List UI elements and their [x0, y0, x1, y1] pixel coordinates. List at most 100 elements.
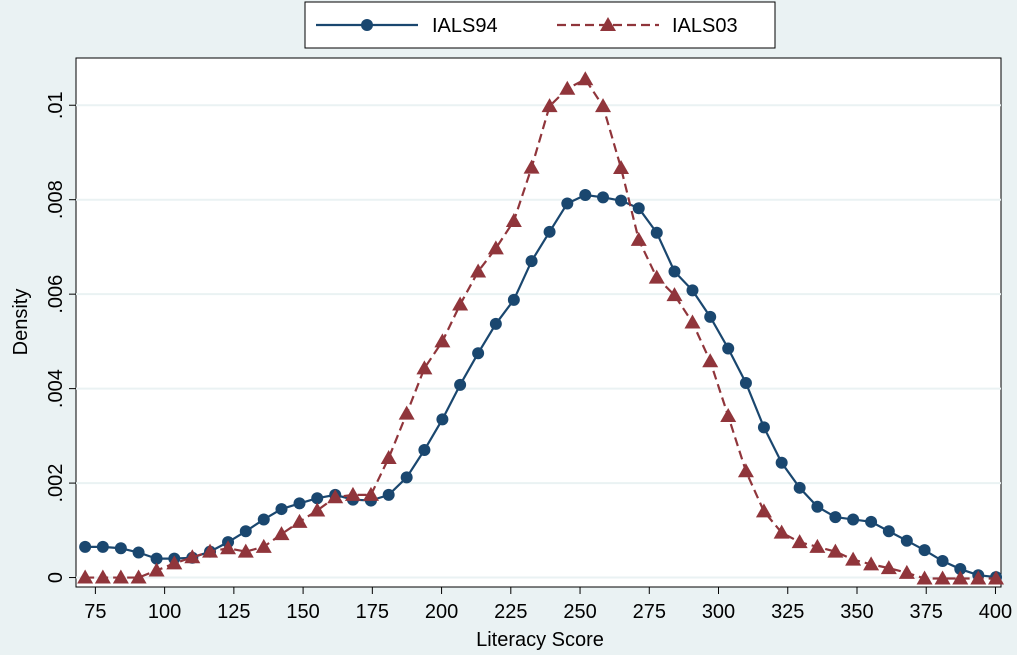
data-point-ials94 [543, 225, 556, 238]
data-point-ials03 [380, 450, 397, 465]
data-point-ials03 [809, 538, 826, 553]
data-point-ials94 [847, 513, 860, 526]
legend-label-ials94: IALS94 [432, 15, 498, 37]
data-point-ials03 [273, 526, 290, 541]
data-point-ials03 [970, 570, 987, 585]
data-point-ials03 [309, 502, 326, 517]
data-point-ials03 [237, 543, 254, 558]
data-point-ials03 [202, 543, 219, 558]
data-point-ials03 [791, 534, 808, 549]
x-tick-label: 350 [840, 601, 873, 623]
data-point-ials94 [722, 342, 735, 355]
data-point-ials94 [525, 255, 538, 268]
data-point-ials03 [898, 564, 915, 579]
data-point-ials03 [112, 569, 129, 584]
x-tick-label: 125 [217, 601, 250, 623]
data-point-ials03 [827, 543, 844, 558]
data-point-ials03 [845, 551, 862, 566]
data-point-ials03 [773, 524, 790, 539]
data-point-ials94 [936, 555, 949, 568]
legend-marker-ials03 [600, 17, 616, 31]
data-point-ials03 [94, 569, 111, 584]
x-tick-label: 400 [979, 601, 1012, 623]
data-point-ials94 [239, 525, 252, 538]
x-tick-label: 200 [425, 601, 458, 623]
data-point-ials03 [648, 269, 665, 284]
x-tick-label: 325 [771, 601, 804, 623]
x-tick-label: 300 [702, 601, 735, 623]
data-point-ials03 [220, 540, 237, 555]
data-point-ials03 [666, 287, 683, 302]
x-tick-label: 175 [356, 601, 389, 623]
y-tick-label: .008 [45, 180, 67, 219]
legend-label-ials03: IALS03 [672, 15, 738, 37]
data-point-ials03 [577, 71, 594, 86]
data-point-ials03 [684, 314, 701, 329]
data-point-ials94 [436, 413, 449, 426]
x-tick-label: 150 [286, 601, 319, 623]
data-point-ials94 [615, 194, 628, 207]
data-point-ials03 [434, 333, 451, 348]
data-point-ials94 [472, 347, 485, 360]
data-point-ials94 [650, 226, 663, 239]
data-point-ials94 [132, 546, 145, 559]
data-point-ials03 [988, 570, 1005, 585]
plot-area [75, 57, 1002, 588]
series-line-ials03 [85, 77, 997, 580]
data-point-ials03 [595, 98, 612, 113]
legend-items: IALS94 IALS03 [316, 15, 738, 37]
data-point-ials03 [720, 408, 737, 423]
data-point-ials03 [148, 562, 165, 577]
series-layer [77, 71, 1005, 585]
x-axis: 75 100 125 150 175 200 225 250 275 300 325 350 375 40… [84, 587, 1012, 623]
data-point-ials94 [686, 284, 699, 297]
legend: IALS94 IALS03 [304, 1, 776, 49]
data-point-ials94 [489, 317, 502, 330]
data-point-ials03 [523, 159, 540, 174]
data-point-ials94 [382, 488, 395, 501]
data-point-ials94 [257, 513, 270, 526]
data-point-ials94 [739, 376, 752, 389]
data-point-ials94 [418, 444, 431, 457]
data-point-ials94 [150, 552, 163, 565]
data-point-ials94 [400, 471, 413, 484]
data-point-ials03 [702, 353, 719, 368]
x-tick-label: 75 [84, 601, 106, 623]
data-point-ials03 [327, 489, 344, 504]
data-point-ials03 [452, 296, 469, 311]
data-point-ials94 [96, 540, 109, 553]
y-tick-label: .004 [45, 369, 67, 408]
data-point-ials03 [344, 486, 361, 501]
data-point-ials03 [559, 80, 576, 95]
data-point-ials94 [900, 534, 913, 547]
y-tick-label: .002 [45, 464, 67, 503]
data-point-ials94 [757, 421, 770, 434]
data-point-ials94 [775, 456, 788, 469]
data-point-ials03 [916, 570, 933, 585]
data-point-ials03 [416, 360, 433, 375]
y-axis-title: Density [10, 289, 32, 356]
data-point-ials03 [952, 570, 969, 585]
data-point-ials94 [507, 293, 520, 306]
data-point-ials03 [291, 513, 308, 528]
data-point-ials94 [668, 265, 681, 278]
x-tick-label: 275 [633, 601, 666, 623]
data-point-ials03 [934, 570, 951, 585]
x-tick-label: 225 [494, 601, 527, 623]
x-tick-label: 375 [910, 601, 943, 623]
data-point-ials03 [470, 263, 487, 278]
x-tick-label: 100 [148, 601, 181, 623]
data-point-ials94 [597, 191, 610, 204]
data-point-ials94 [829, 511, 842, 524]
grid-lines [76, 104, 1001, 579]
data-point-ials94 [704, 310, 717, 323]
data-point-ials94 [954, 563, 967, 576]
data-point-ials03 [398, 405, 415, 420]
data-point-ials94 [275, 503, 288, 516]
data-point-ials94 [918, 544, 931, 557]
data-point-ials03 [130, 569, 147, 584]
data-point-ials94 [632, 202, 645, 215]
data-point-ials94 [561, 197, 574, 210]
data-point-ials94 [79, 540, 92, 553]
